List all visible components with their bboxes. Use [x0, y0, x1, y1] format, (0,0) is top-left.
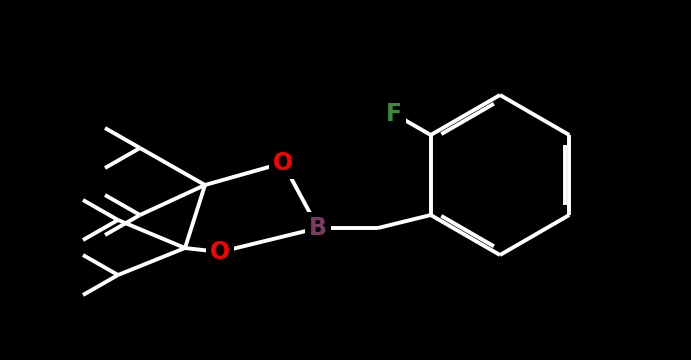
- Text: B: B: [309, 216, 327, 240]
- Text: O: O: [210, 240, 230, 264]
- Text: F: F: [386, 102, 402, 126]
- Text: O: O: [273, 151, 293, 175]
